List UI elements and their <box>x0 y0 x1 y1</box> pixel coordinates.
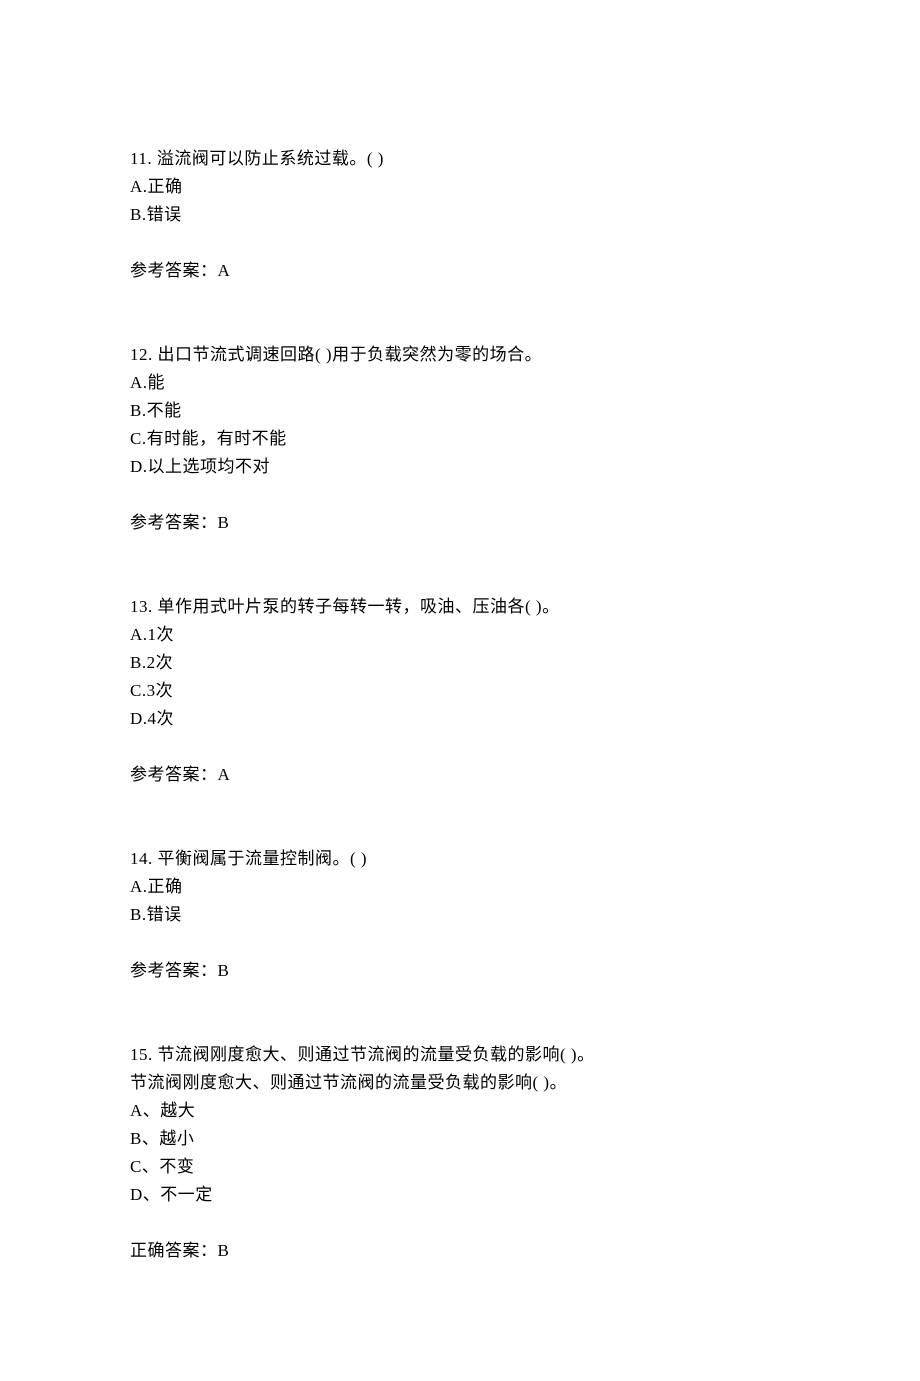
answer-value: B <box>218 1241 230 1260</box>
option-b: B.不能 <box>130 397 790 425</box>
option-b: B.2次 <box>130 649 790 677</box>
question-12: 12. 出口节流式调速回路( )用于负载突然为零的场合。 A.能 B.不能 C.… <box>130 341 790 537</box>
option-a: A、越大 <box>130 1097 790 1125</box>
option-d: D.4次 <box>130 705 790 733</box>
option-a: A.能 <box>130 369 790 397</box>
option-a: A.1次 <box>130 621 790 649</box>
question-stem: 11. 溢流阀可以防止系统过载。( ) <box>130 145 790 173</box>
answer-value: A <box>218 765 231 784</box>
question-stem: 15. 节流阀刚度愈大、则通过节流阀的流量受负载的影响( )。 <box>130 1041 790 1069</box>
question-content: 单作用式叶片泵的转子每转一转，吸油、压油各( )。 <box>158 597 560 616</box>
question-13: 13. 单作用式叶片泵的转子每转一转，吸油、压油各( )。 A.1次 B.2次 … <box>130 593 790 789</box>
question-15: 15. 节流阀刚度愈大、则通过节流阀的流量受负载的影响( )。 节流阀刚度愈大、… <box>130 1041 790 1265</box>
question-number: 13. <box>130 597 158 616</box>
question-14: 14. 平衡阀属于流量控制阀。( ) A.正确 B.错误 参考答案：B <box>130 845 790 985</box>
answer-line: 参考答案：B <box>130 957 790 985</box>
option-d: D、不一定 <box>130 1181 790 1209</box>
answer-line: 参考答案：A <box>130 761 790 789</box>
answer-label: 参考答案： <box>130 261 218 280</box>
option-d: D.以上选项均不对 <box>130 453 790 481</box>
answer-value: B <box>218 513 230 532</box>
option-a: A.正确 <box>130 173 790 201</box>
option-c: C、不变 <box>130 1153 790 1181</box>
answer-label: 参考答案： <box>130 961 218 980</box>
question-number: 12. <box>130 345 158 364</box>
question-subtext: 节流阀刚度愈大、则通过节流阀的流量受负载的影响( )。 <box>130 1069 790 1097</box>
question-stem: 14. 平衡阀属于流量控制阀。( ) <box>130 845 790 873</box>
question-number: 15. <box>130 1045 158 1064</box>
answer-value: B <box>218 961 230 980</box>
option-b: B.错误 <box>130 901 790 929</box>
answer-line: 正确答案：B <box>130 1237 790 1265</box>
answer-value: A <box>218 261 231 280</box>
option-c: C.3次 <box>130 677 790 705</box>
question-content: 节流阀刚度愈大、则通过节流阀的流量受负载的影响( )。 <box>158 1045 595 1064</box>
question-content: 平衡阀属于流量控制阀。( ) <box>158 849 368 868</box>
answer-line: 参考答案：B <box>130 509 790 537</box>
answer-label: 参考答案： <box>130 513 218 532</box>
answer-label: 参考答案： <box>130 765 218 784</box>
question-number: 11. <box>130 149 157 168</box>
option-b: B、越小 <box>130 1125 790 1153</box>
answer-label: 正确答案： <box>130 1241 218 1260</box>
question-content: 出口节流式调速回路( )用于负载突然为零的场合。 <box>158 345 543 364</box>
option-b: B.错误 <box>130 201 790 229</box>
question-stem: 13. 单作用式叶片泵的转子每转一转，吸油、压油各( )。 <box>130 593 790 621</box>
option-c: C.有时能，有时不能 <box>130 425 790 453</box>
question-stem: 12. 出口节流式调速回路( )用于负载突然为零的场合。 <box>130 341 790 369</box>
answer-line: 参考答案：A <box>130 257 790 285</box>
question-number: 14. <box>130 849 158 868</box>
question-content: 溢流阀可以防止系统过载。( ) <box>157 149 384 168</box>
question-11: 11. 溢流阀可以防止系统过载。( ) A.正确 B.错误 参考答案：A <box>130 145 790 285</box>
option-a: A.正确 <box>130 873 790 901</box>
